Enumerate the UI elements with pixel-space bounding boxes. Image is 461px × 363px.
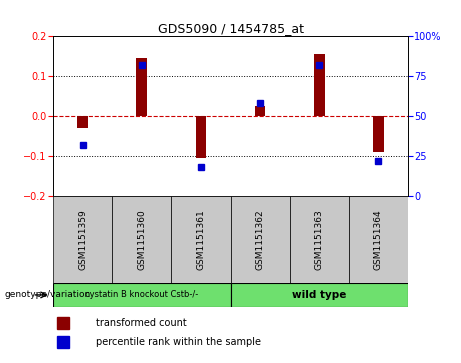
Text: transformed count: transformed count	[95, 318, 186, 328]
Bar	[314, 54, 325, 116]
Text: genotype/variation: genotype/variation	[5, 290, 91, 299]
Title: GDS5090 / 1454785_at: GDS5090 / 1454785_at	[158, 22, 303, 35]
Text: cystatin B knockout Cstb-/-: cystatin B knockout Cstb-/-	[85, 290, 198, 299]
Text: percentile rank within the sample: percentile rank within the sample	[95, 337, 260, 347]
Bar	[290, 196, 349, 283]
Bar	[171, 196, 230, 283]
Bar	[255, 106, 266, 116]
Text: GSM1151363: GSM1151363	[315, 209, 324, 270]
Bar	[77, 116, 88, 128]
Text: GSM1151360: GSM1151360	[137, 209, 146, 270]
Bar	[57, 317, 69, 329]
Bar	[53, 283, 230, 307]
Bar	[349, 196, 408, 283]
Bar	[136, 58, 147, 116]
Text: GSM1151361: GSM1151361	[196, 209, 206, 270]
Bar	[53, 196, 112, 283]
Bar	[195, 116, 206, 158]
Bar	[112, 196, 171, 283]
Bar	[230, 196, 290, 283]
Bar	[57, 336, 69, 348]
Text: GSM1151364: GSM1151364	[374, 209, 383, 270]
Text: GSM1151359: GSM1151359	[78, 209, 87, 270]
Bar	[373, 116, 384, 152]
Text: wild type: wild type	[292, 290, 346, 300]
Bar	[230, 283, 408, 307]
Text: GSM1151362: GSM1151362	[255, 209, 265, 270]
